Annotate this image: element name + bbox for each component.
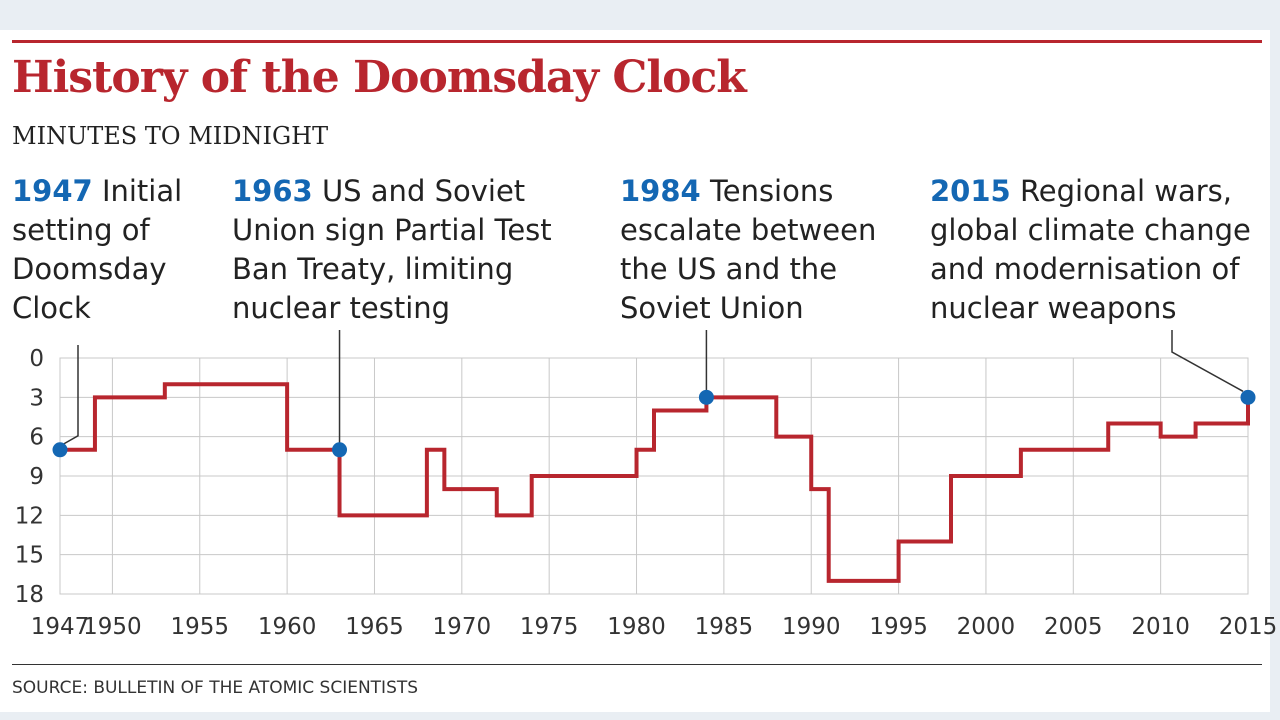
y-tick-label: 0 bbox=[29, 346, 44, 372]
source-note: SOURCE: BULLETIN OF THE ATOMIC SCIENTIST… bbox=[12, 678, 418, 698]
chart-svg: 0 3 6 9 12 15 18 19471950 1955 1960 1965 1970 1975 19… bbox=[0, 0, 1280, 720]
x-tick-label: 1995 bbox=[869, 614, 928, 640]
x-tick-label: 1985 bbox=[695, 614, 754, 640]
x-tick-label: 2000 bbox=[957, 614, 1016, 640]
x-tick-label: 1950 bbox=[83, 614, 142, 640]
y-tick-label: 15 bbox=[15, 543, 44, 569]
x-tick-label: 1955 bbox=[170, 614, 229, 640]
annotation-point bbox=[1241, 390, 1256, 405]
bottom-rule bbox=[12, 664, 1262, 665]
x-tick-label: 1990 bbox=[782, 614, 841, 640]
x-tick-label: 2010 bbox=[1131, 614, 1190, 640]
y-tick-label: 3 bbox=[29, 385, 44, 411]
y-tick-label: 6 bbox=[29, 425, 44, 451]
x-tick-label: 2015 bbox=[1219, 614, 1278, 640]
x-tick-label: 1965 bbox=[345, 614, 404, 640]
y-tick-label: 12 bbox=[15, 503, 44, 529]
annotation-point bbox=[699, 390, 714, 405]
x-tick-label: 1947 bbox=[31, 614, 90, 640]
x-tick-label: 1980 bbox=[607, 614, 666, 640]
x-tick-label: 2005 bbox=[1044, 614, 1103, 640]
x-tick-label: 1970 bbox=[433, 614, 492, 640]
annotation-point bbox=[332, 442, 347, 457]
y-tick-label: 18 bbox=[15, 582, 44, 608]
annotation-point bbox=[53, 442, 68, 457]
x-tick-label: 1975 bbox=[520, 614, 579, 640]
x-tick-label: 1960 bbox=[258, 614, 317, 640]
y-tick-label: 9 bbox=[29, 464, 44, 490]
